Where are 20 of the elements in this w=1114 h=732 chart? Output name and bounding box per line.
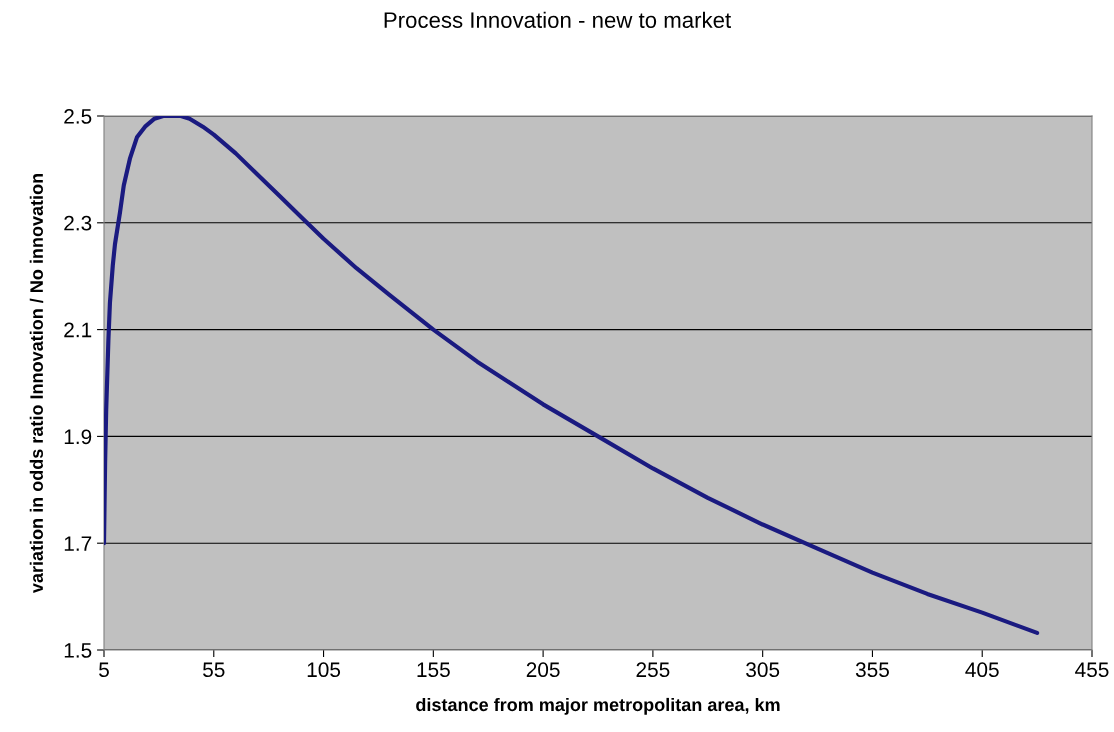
chart-title: Process Innovation - new to market [384, 11, 731, 28]
y-axis-title: variation in odds ratio Innovation / No innovation [29, 173, 44, 594]
x-axis-title: distance from major metropolitan area, km [416, 697, 780, 715]
x-tick-label: 405 [965, 662, 999, 678]
x-tick-label: 205 [526, 662, 560, 678]
line-series [104, 116, 1040, 635]
x-tick-label: 155 [417, 662, 450, 678]
x-tick-label: 5 [99, 662, 109, 678]
x-tick-label: 455 [1075, 662, 1109, 678]
x-tick-label: 55 [203, 662, 225, 678]
y-tick-label: 2.1 [64, 322, 92, 338]
x-tick-label: 255 [636, 662, 670, 678]
x-tick-label: 105 [307, 662, 341, 678]
x-tick-label: 305 [746, 662, 780, 678]
y-tick-label: 1.7 [64, 536, 92, 551]
y-tick-label: 2.5 [64, 109, 92, 124]
y-tick-label: 1.5 [64, 643, 92, 658]
x-tick-label: 355 [855, 662, 889, 678]
y-tick-label: 2.3 [64, 215, 92, 231]
y-tick-label: 1.9 [64, 429, 92, 445]
